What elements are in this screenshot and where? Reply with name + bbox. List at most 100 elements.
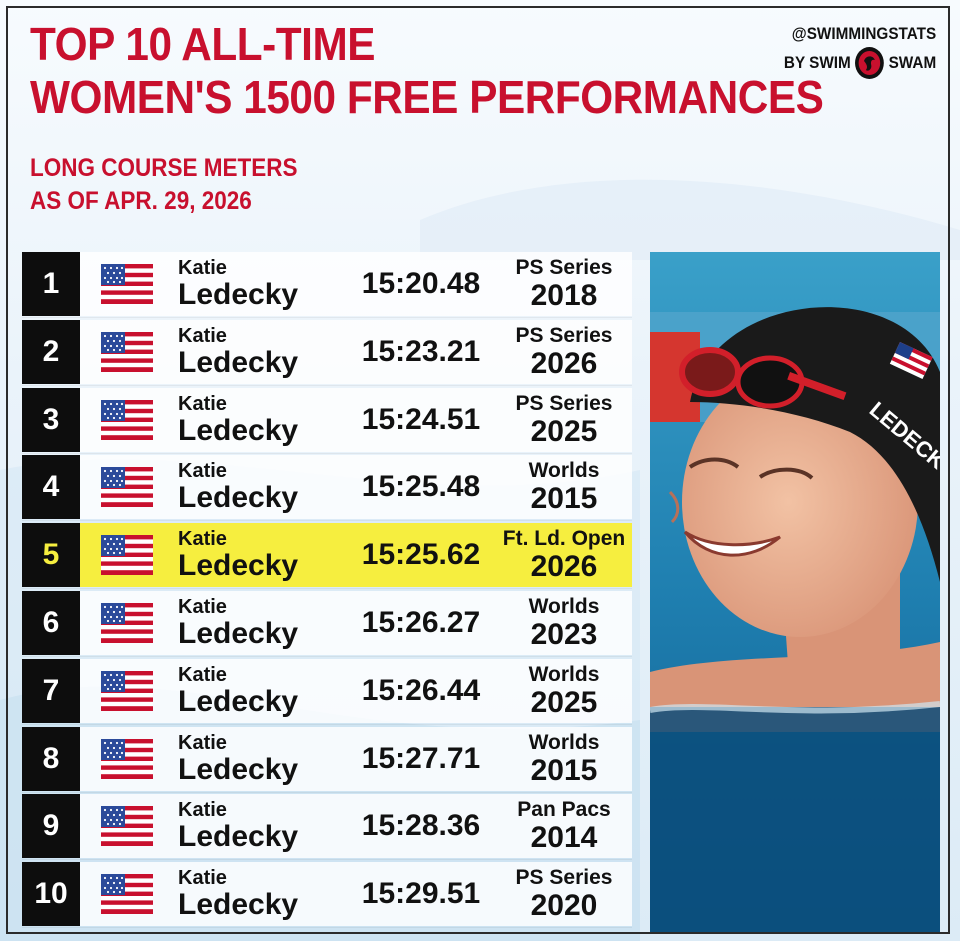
meet-year: 2025 (530, 685, 598, 719)
table-row: 10 Katie Ledecky 15:29.51 PS Series 2020 (22, 862, 632, 929)
rank-badge: 8 (22, 726, 80, 791)
brand-credit: @SWIMMINGSTATS BY SWIM SWAM (784, 22, 936, 80)
table-row: 9 Katie Ledecky 15:28.36 Pan Pacs 2014 (22, 794, 632, 861)
swim-time: 15:26.44 (361, 673, 481, 707)
meet-year: 2020 (530, 889, 598, 923)
row-divider (22, 859, 632, 861)
results-table: 1 Katie Ledecky 15:20.48 PS Series 2018 … (22, 252, 632, 930)
meet-name: PS Series (515, 391, 613, 415)
us-flag-icon (101, 738, 153, 779)
table-row: 1 Katie Ledecky 15:20.48 PS Series 2018 (22, 252, 632, 318)
swim-time: 15:20.48 (361, 267, 481, 300)
meet-info: Ft. Ld. Open 2026 (496, 523, 632, 587)
athlete-last-name: Ledecky (178, 616, 299, 650)
athlete-last-name: Ledecky (178, 345, 299, 379)
athlete-first-name: Katie (178, 731, 227, 754)
swim-time: 15:25.48 (361, 470, 481, 504)
meet-name: Worlds (528, 594, 600, 618)
country-flag (80, 388, 174, 452)
athlete-last-name: Ledecky (178, 820, 299, 854)
page-subtitle: LONG COURSE METERS AS OF APR. 29, 2026 (30, 152, 298, 218)
title-line-2: WOMEN'S 1500 FREE PERFORMANCES (30, 71, 824, 123)
brand-by-suffix: SWAM (888, 53, 936, 72)
meet-name: Pan Pacs (517, 798, 611, 822)
us-flag-icon (101, 264, 153, 304)
athlete-last-name: Ledecky (178, 752, 299, 786)
swim-time: 15:29.51 (361, 877, 481, 911)
meet-name: Worlds (528, 459, 600, 483)
athlete-first-name: Katie (178, 663, 227, 686)
athlete-last-name: Ledecky (178, 413, 299, 447)
meet-info: PS Series 2020 (496, 862, 632, 926)
us-flag-icon (101, 670, 153, 711)
brand-handle: @SWIMMINGSTATS (791, 24, 936, 43)
athlete-first-name: Katie (178, 257, 227, 279)
meet-year: 2015 (530, 482, 598, 516)
swim-time: 15:24.51 (361, 402, 481, 436)
table-row: 7 Katie Ledecky 15:26.44 Worlds 2025 (22, 658, 632, 725)
country-flag (80, 320, 174, 384)
athlete-first-name: Katie (178, 392, 227, 415)
athlete-name: Katie Ledecky (174, 794, 346, 858)
swimswam-logo-icon (855, 47, 884, 79)
meet-info: PS Series 2026 (496, 320, 632, 384)
athlete-last-name: Ledecky (178, 278, 299, 311)
us-flag-icon (101, 331, 153, 372)
athlete-name: Katie Ledecky (174, 659, 346, 723)
meet-year: 2015 (530, 753, 598, 787)
athlete-first-name: Katie (178, 867, 227, 890)
rank-badge: 2 (22, 319, 80, 384)
meet-year: 2025 (530, 414, 598, 448)
swim-time: 15:25.62 (361, 538, 481, 572)
table-row: 2 Katie Ledecky 15:23.21 PS Series 2026 (22, 319, 632, 386)
table-row: 6 Katie Ledecky 15:26.27 Worlds 2023 (22, 590, 632, 657)
athlete-name: Katie Ledecky (174, 252, 346, 316)
rank-badge: 3 (22, 387, 80, 452)
swimmer-photo: LEDECK (650, 252, 940, 932)
athlete-name: Katie Ledecky (174, 862, 346, 926)
rank-badge: 10 (22, 862, 80, 927)
row-divider (22, 588, 632, 590)
country-flag (80, 862, 174, 926)
athlete-last-name: Ledecky (178, 684, 299, 718)
row-divider (22, 655, 632, 657)
athlete-name: Katie Ledecky (174, 727, 346, 791)
meet-info: PS Series 2018 (496, 252, 632, 316)
table-row: 5 Katie Ledecky 15:25.62 Ft. Ld. Open 20… (22, 523, 632, 590)
title-line-1: TOP 10 ALL-TIME (30, 18, 376, 70)
athlete-name: Katie Ledecky (174, 388, 346, 452)
swimmer-illustration: LEDECK (650, 252, 940, 932)
row-divider (22, 927, 632, 929)
row-divider (22, 723, 632, 725)
brand-by-prefix: BY SWIM (783, 53, 851, 72)
meet-info: Pan Pacs 2014 (496, 794, 632, 858)
meet-year: 2026 (530, 346, 598, 380)
rank-badge: 5 (22, 523, 80, 588)
athlete-name: Katie Ledecky (174, 591, 346, 655)
athlete-last-name: Ledecky (178, 888, 299, 922)
meet-name: PS Series (515, 866, 613, 890)
meet-name: Worlds (528, 730, 600, 754)
meet-year: 2018 (530, 279, 598, 312)
subtitle-line-1: LONG COURSE METERS (30, 154, 298, 182)
athlete-last-name: Ledecky (178, 549, 299, 583)
meet-info: Worlds 2015 (496, 727, 632, 791)
country-flag (80, 455, 174, 519)
country-flag (80, 727, 174, 791)
us-flag-icon (101, 399, 153, 440)
rank-badge: 9 (22, 794, 80, 859)
athlete-name: Katie Ledecky (174, 523, 346, 587)
country-flag (80, 659, 174, 723)
meet-info: Worlds 2023 (496, 591, 632, 655)
athlete-name: Katie Ledecky (174, 455, 346, 519)
us-flag-icon (101, 806, 153, 847)
brand-byline: BY SWIM SWAM (784, 46, 936, 80)
country-flag (80, 252, 174, 316)
athlete-first-name: Katie (178, 460, 227, 483)
meet-name: PS Series (515, 323, 613, 347)
country-flag (80, 591, 174, 655)
subtitle-line-2: AS OF APR. 29, 2026 (30, 187, 252, 215)
us-flag-icon (101, 874, 153, 915)
athlete-first-name: Katie (178, 324, 227, 347)
